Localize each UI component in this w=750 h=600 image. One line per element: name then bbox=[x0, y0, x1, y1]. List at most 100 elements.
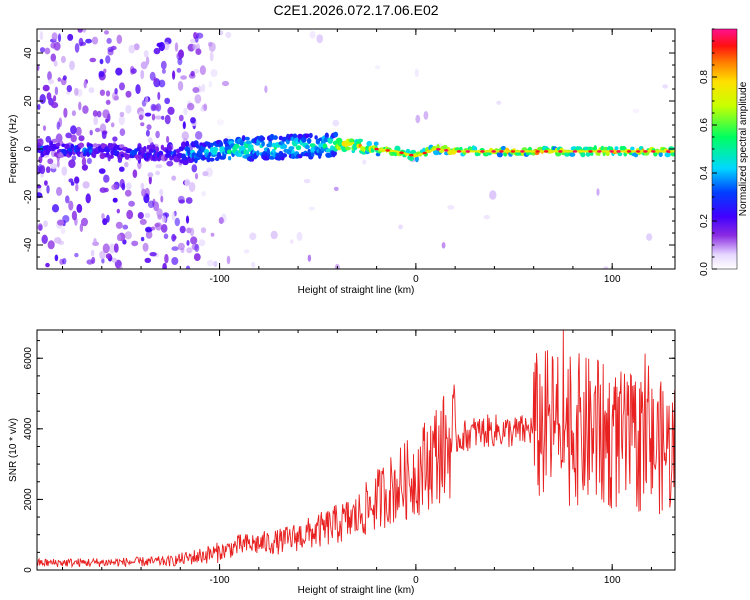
spectrogram-noise-blob bbox=[161, 215, 167, 223]
spectrogram-noise-blob bbox=[201, 190, 207, 197]
spectrogram-noise-blob bbox=[138, 114, 144, 121]
spectrogram-peak bbox=[535, 150, 540, 153]
spectrogram-ridge-blob bbox=[210, 142, 214, 148]
spectrogram-axes: -100 0 100 40 20 0 -20 -40 bbox=[23, 28, 675, 285]
spectrogram-ridge-blob bbox=[108, 154, 114, 159]
spectrogram-noise-blob bbox=[243, 249, 250, 254]
y-tick-label: -40 bbox=[23, 237, 34, 252]
spectrogram-noise-blob bbox=[60, 55, 66, 64]
spectrogram-noise-blob bbox=[116, 234, 122, 241]
spectrogram-noise-blob bbox=[186, 227, 192, 234]
spectrogram-ridge-blob bbox=[459, 146, 463, 152]
spectrogram-noise-blob bbox=[192, 87, 200, 93]
x-tick-label: -100 bbox=[210, 575, 230, 586]
spectrogram-peak bbox=[651, 150, 656, 153]
spectrogram-noise-blob bbox=[194, 173, 199, 180]
spectrogram-noise-blob bbox=[103, 68, 107, 74]
spectrogram-noise-blob bbox=[47, 71, 52, 81]
spectrogram-noise-blob bbox=[47, 158, 54, 165]
spectrogram-noise-blob bbox=[251, 261, 256, 268]
spectrogram-ridge-blob bbox=[292, 133, 298, 139]
spectrogram-noise-blob bbox=[126, 209, 134, 220]
spectrogram-ridge-blob bbox=[375, 152, 381, 157]
spectrogram-panel: -100 0 100 40 20 0 -20 -40 Height of straight l… bbox=[8, 28, 676, 296]
spectrogram-peak bbox=[399, 151, 404, 154]
spectrogram-noise-blob bbox=[81, 157, 87, 167]
spectrogram-noise-blob bbox=[37, 138, 43, 143]
spectrogram-noise-blob bbox=[143, 50, 149, 58]
spectrogram-noise-blob bbox=[333, 186, 339, 191]
spectrogram-ridge-blob bbox=[273, 135, 278, 141]
spectrogram-ridge-blob bbox=[183, 156, 188, 161]
spectrogram-noise-blob bbox=[186, 247, 193, 254]
spectrogram-noise-blob bbox=[126, 182, 132, 190]
spectrogram-noise-blob bbox=[105, 90, 111, 97]
spectrogram-noise-blob bbox=[110, 122, 115, 128]
spectrogram-noise-blob bbox=[148, 175, 152, 185]
spectrogram-noise-blob bbox=[171, 257, 179, 265]
spectrogram-noise-blob bbox=[172, 235, 177, 240]
spectrogram-noise-blob bbox=[270, 230, 278, 240]
snr-frame bbox=[36, 329, 676, 571]
spectrogram-noise-blob bbox=[57, 219, 65, 226]
spectrogram-noise-blob bbox=[74, 176, 80, 184]
spectrogram-noise-blob bbox=[46, 185, 50, 194]
spectrogram-noise-blob bbox=[124, 189, 132, 197]
spectrogram-ridge-blob bbox=[366, 140, 373, 147]
spectrogram-noise-blob bbox=[104, 30, 109, 35]
spectrogram-noise-blob bbox=[43, 125, 46, 131]
spectrogram-noise-blob bbox=[316, 34, 324, 44]
spectrogram-noise-blob bbox=[125, 104, 132, 114]
spectrogram-noise-blob bbox=[38, 224, 43, 231]
spectrogram-noise-blob bbox=[662, 84, 668, 89]
spectrogram-noise-blob bbox=[203, 103, 208, 112]
spectrogram-noise-blob bbox=[98, 70, 105, 78]
spectrogram-noise-blob bbox=[110, 45, 117, 51]
spectrogram-noise-blob bbox=[398, 224, 403, 230]
spectrogram-noise-blob bbox=[113, 243, 119, 253]
spectrogram-ridge-blob bbox=[185, 140, 190, 148]
spectrogram-noise-blob bbox=[198, 239, 206, 247]
spectrogram-ridge-blob bbox=[348, 138, 355, 143]
spectrogram-noise-blob bbox=[56, 121, 60, 130]
spectrogram-noise-blob bbox=[45, 166, 51, 174]
x-tick-label: 100 bbox=[604, 274, 621, 285]
spectrogram-noise-blob bbox=[56, 186, 63, 196]
spectrogram-noise-blob bbox=[93, 116, 99, 126]
spectrogram-noise-blob bbox=[147, 172, 154, 178]
spectrogram-peak bbox=[666, 150, 671, 153]
spectrogram-noise-blob bbox=[441, 242, 446, 249]
spectrogram-noise-blob bbox=[102, 218, 108, 226]
spectrogram-noise-blob bbox=[50, 42, 56, 49]
spectrogram-noise-blob bbox=[208, 42, 216, 52]
spectrogram-noise-blob bbox=[423, 111, 429, 120]
spectrogram-noise-blob bbox=[112, 197, 118, 203]
spectrogram-noise-blob bbox=[39, 94, 46, 104]
spectrogram-noise-blob bbox=[44, 180, 48, 186]
spectrogram-noise-blob bbox=[596, 188, 600, 196]
spectrogram-noise-blob bbox=[264, 85, 268, 93]
spectrogram-noise-blob bbox=[155, 130, 160, 139]
spectrogram-noise-blob bbox=[96, 110, 102, 118]
colorbar-tick-label: 0.2 bbox=[699, 214, 710, 228]
spectrogram-noise-blob bbox=[68, 159, 76, 169]
spectrogram-noise-blob bbox=[57, 77, 62, 82]
spectrogram-ridge-blob bbox=[409, 155, 414, 162]
spectrogram-ridge-blob bbox=[373, 141, 379, 146]
spectrogram-noise-blob bbox=[68, 200, 74, 211]
spectrogram-noise-blob bbox=[91, 36, 99, 45]
spectrogram-noise-blob bbox=[99, 89, 105, 96]
spectrogram-noise-blob bbox=[61, 166, 68, 176]
spectrogram-ridge-blob bbox=[585, 151, 591, 157]
spectrogram-ridge-blob bbox=[261, 136, 266, 141]
spectrogram-noise-blob bbox=[187, 102, 195, 111]
spectrogram-noise-blob bbox=[46, 92, 52, 101]
spectrogram-noise-blob bbox=[162, 262, 167, 269]
colorbar: 0.0 0.2 0.4 0.6 0.8 Normalized spectral ampl… bbox=[699, 28, 749, 276]
spectrogram-noise-blob bbox=[646, 233, 653, 241]
spectrogram-noise-blob bbox=[164, 97, 171, 105]
spectrogram-ridge-blob bbox=[266, 148, 270, 155]
spectrogram-ridge-blob bbox=[218, 141, 223, 147]
